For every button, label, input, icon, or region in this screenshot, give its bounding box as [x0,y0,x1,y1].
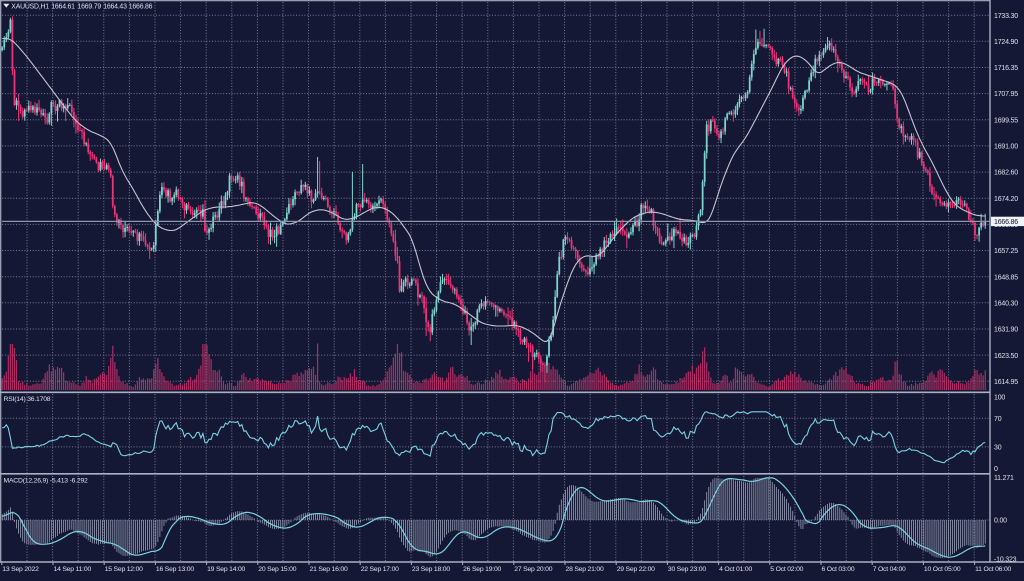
svg-text:15 Sep 12:00: 15 Sep 12:00 [105,566,143,573]
svg-text:10 Oct 05:00: 10 Oct 05:00 [924,566,961,573]
svg-text:0: 0 [994,466,998,473]
svg-text:26 Sep 19:00: 26 Sep 19:00 [463,566,501,573]
svg-text:1666.86: 1666.86 [994,219,1018,226]
svg-text:30: 30 [994,445,1002,452]
svg-text:1716.35: 1716.35 [994,65,1018,72]
svg-text:27 Sep 20:00: 27 Sep 20:00 [514,566,552,573]
svg-text:100: 100 [994,394,1005,401]
svg-text:1614.95: 1614.95 [994,379,1018,386]
svg-text:29 Sep 22:00: 29 Sep 22:00 [617,566,655,573]
svg-text:21 Sep 16:00: 21 Sep 16:00 [310,566,348,573]
svg-text:30 Sep 23:00: 30 Sep 23:00 [668,566,706,573]
svg-text:1648.85: 1648.85 [994,274,1018,281]
svg-text:-10.323: -10.323 [994,557,1017,564]
svg-text:1707.95: 1707.95 [994,91,1018,98]
svg-text:1631.90: 1631.90 [994,327,1018,334]
svg-text:1623.50: 1623.50 [994,353,1018,360]
svg-text:4 Oct 01:00: 4 Oct 01:00 [719,566,752,573]
svg-text:1674.20: 1674.20 [994,196,1018,203]
svg-text:70: 70 [994,416,1002,423]
svg-text:22 Sep 17:00: 22 Sep 17:00 [361,566,399,573]
svg-text:11 Oct 06:00: 11 Oct 06:00 [975,566,1011,573]
svg-text:28 Sep 21:00: 28 Sep 21:00 [566,566,604,573]
svg-text:16 Sep 13:00: 16 Sep 13:00 [156,566,194,573]
svg-text:19 Sep 14:00: 19 Sep 14:00 [207,566,245,573]
svg-text:1669.79: 1669.79 [78,4,102,11]
svg-text:6 Oct 03:00: 6 Oct 03:00 [822,566,855,573]
svg-text:RSI(14) 36.1708: RSI(14) 36.1708 [4,396,51,403]
svg-text:7 Oct 04:00: 7 Oct 04:00 [873,566,906,573]
svg-text:13 Sep 2022: 13 Sep 2022 [2,566,39,573]
svg-text:1657.25: 1657.25 [994,248,1018,255]
svg-text:11.271: 11.271 [994,475,1014,482]
svg-text:1733.30: 1733.30 [994,13,1018,20]
svg-text:1682.60: 1682.60 [994,170,1018,177]
svg-text:MACD(12,26,9) -5.413 -6.292: MACD(12,26,9) -5.413 -6.292 [4,477,89,484]
svg-text:XAUUSD,H1: XAUUSD,H1 [11,4,49,11]
svg-text:0.00: 0.00 [994,518,1007,525]
svg-text:1691.00: 1691.00 [994,144,1018,151]
svg-text:1664.43: 1664.43 [103,4,127,11]
svg-text:1699.55: 1699.55 [994,117,1018,124]
svg-text:1640.30: 1640.30 [994,300,1018,307]
svg-text:1664.61: 1664.61 [51,4,75,11]
svg-text:23 Sep 18:00: 23 Sep 18:00 [412,566,450,573]
svg-text:20 Sep 15:00: 20 Sep 15:00 [258,566,296,573]
svg-text:14 Sep 11:00: 14 Sep 11:00 [54,566,92,573]
svg-text:5 Oct 02:00: 5 Oct 02:00 [770,566,803,573]
svg-text:1724.90: 1724.90 [994,39,1018,46]
svg-text:1666.86: 1666.86 [129,4,153,11]
